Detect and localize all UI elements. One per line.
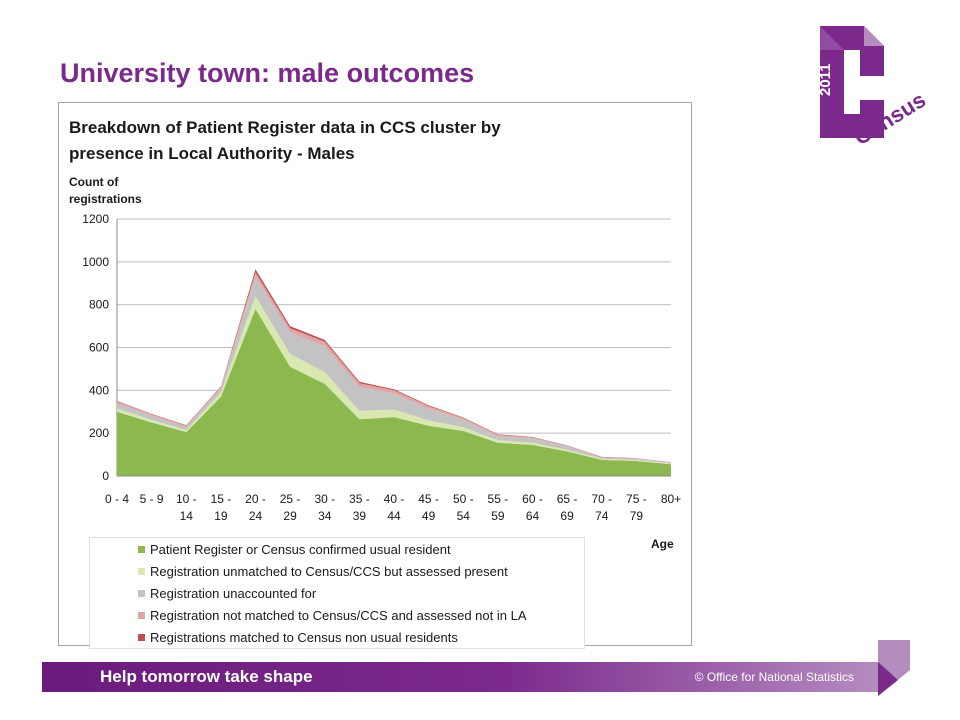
legend-label: Patient Register or Census confirmed usu… bbox=[150, 541, 451, 557]
legend-label: Registration not matched to Census/CCS a… bbox=[150, 607, 527, 623]
x-tick-label: 10 -14 bbox=[176, 492, 197, 523]
slide-title: University town: male outcomes bbox=[60, 58, 475, 88]
footer-copyright: © Office for National Statistics bbox=[694, 670, 854, 684]
y-tick-label: 600 bbox=[89, 341, 109, 355]
legend-swatch bbox=[138, 611, 145, 619]
legend-item: Registration unmatched to Census/CCS but… bbox=[138, 561, 508, 581]
x-tick-label: 0 - 4 bbox=[105, 492, 129, 506]
y-tick-label: 800 bbox=[89, 298, 109, 312]
legend: Patient Register or Census confirmed usu… bbox=[89, 537, 585, 649]
legend-swatch bbox=[138, 589, 145, 597]
x-tick-label: 20 -24 bbox=[245, 492, 266, 523]
legend-swatch bbox=[138, 567, 145, 575]
footer-bar: Help tomorrow take shape © Office for Na… bbox=[42, 662, 880, 692]
x-tick-label: 70 -74 bbox=[591, 492, 612, 523]
x-tick-label: 65 -69 bbox=[557, 492, 578, 523]
x-axis-label: Age bbox=[651, 537, 674, 551]
series-area-1 bbox=[117, 308, 671, 476]
x-tick-label: 60 -64 bbox=[522, 492, 543, 523]
chart-panel: 0 200 400 600 800 1000 1200 0 - 4 5 - 9 10 -14 15 … bbox=[58, 102, 692, 649]
chart-title: Breakdown of Patient Register data in CC… bbox=[69, 115, 589, 167]
footer-fold-decoration bbox=[878, 640, 910, 696]
census-2011-logo: 2011 Census bbox=[817, 26, 930, 148]
y-axis-label: Count of registrations bbox=[69, 174, 179, 208]
y-tick-label: 200 bbox=[89, 426, 109, 440]
x-tick-label: 55 -59 bbox=[488, 492, 509, 523]
x-tick-label: 35 -39 bbox=[349, 492, 370, 523]
legend-swatch bbox=[138, 545, 145, 553]
y-axis-label-line-2: registrations bbox=[69, 192, 142, 206]
x-tick-label: 75 -79 bbox=[626, 492, 647, 523]
x-tick-label: 15 -19 bbox=[211, 492, 232, 523]
x-tick-label: 50 -54 bbox=[453, 492, 474, 523]
logo-year: 2011 bbox=[817, 63, 834, 96]
y-axis-label-line-1: Count of bbox=[69, 175, 119, 189]
x-tick-label: 45 -49 bbox=[418, 492, 439, 523]
chart-title-line-1: Breakdown of Patient Register data in CC… bbox=[69, 118, 501, 137]
y-tick-label: 0 bbox=[102, 469, 109, 483]
x-tick-label: 30 -34 bbox=[314, 492, 335, 523]
area-chart: 0 200 400 600 800 1000 1200 0 - 4 5 - 9 10 -14 15 … bbox=[82, 212, 681, 523]
x-tick-label: 80+ bbox=[661, 492, 681, 506]
legend-label: Registration unmatched to Census/CCS but… bbox=[150, 563, 508, 579]
y-tick-label: 400 bbox=[89, 383, 109, 397]
legend-label: Registrations matched to Census non usua… bbox=[150, 629, 458, 645]
legend-label: Registration unaccounted for bbox=[150, 585, 317, 601]
legend-item: Registration not matched to Census/CCS a… bbox=[138, 605, 527, 625]
x-tick-label: 5 - 9 bbox=[140, 492, 164, 506]
x-tick-label: 25 -29 bbox=[280, 492, 301, 523]
y-tick-label: 1000 bbox=[82, 255, 109, 269]
legend-item: Registration unaccounted for bbox=[138, 583, 316, 603]
series-area-3 bbox=[117, 276, 671, 464]
legend-item: Registrations matched to Census non usua… bbox=[138, 627, 458, 647]
y-tick-label: 1200 bbox=[82, 212, 109, 226]
x-tick-label: 40 -44 bbox=[384, 492, 405, 523]
legend-item: Patient Register or Census confirmed usu… bbox=[138, 539, 451, 559]
chart-title-line-2: presence in Local Authority - Males bbox=[69, 144, 355, 163]
footer-tagline: Help tomorrow take shape bbox=[100, 667, 313, 686]
legend-swatch bbox=[138, 633, 145, 641]
